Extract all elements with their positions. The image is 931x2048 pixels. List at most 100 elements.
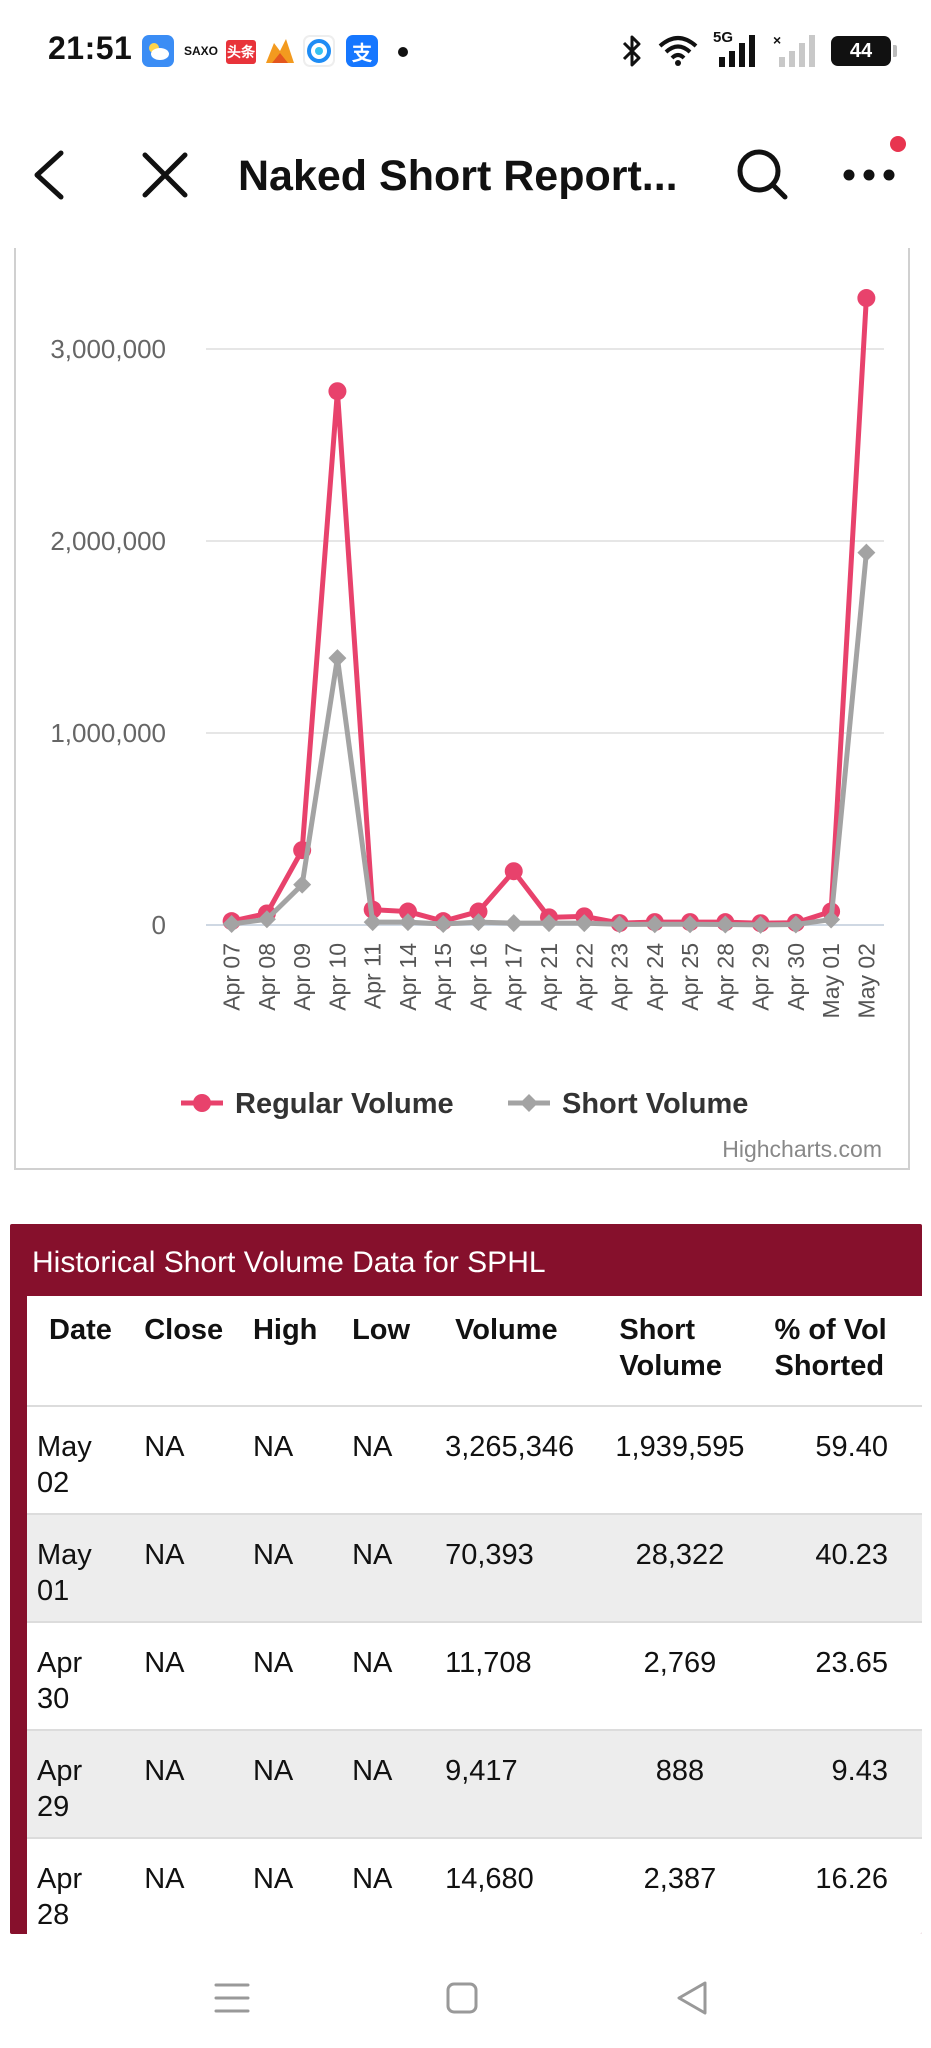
table-scroll-container[interactable]: Date Close High Low Volume Short Volume … xyxy=(27,1296,922,1934)
column-header-close[interactable]: Close xyxy=(144,1314,224,1346)
data-point xyxy=(328,649,347,668)
table-header-row: Date Close High Low Volume Short Volume … xyxy=(27,1296,922,1406)
y-tick-label: 0 xyxy=(152,910,166,940)
cell-low: NA xyxy=(342,1621,436,1730)
back-button[interactable] xyxy=(14,140,84,210)
column-header-date[interactable]: Date xyxy=(49,1314,112,1346)
battery-level: 44 xyxy=(849,39,873,62)
data-point xyxy=(434,915,453,934)
more-notifications-dot xyxy=(398,47,408,57)
cell-short-volume: 2,769 xyxy=(595,1621,765,1730)
data-point xyxy=(645,915,664,934)
column-header-high[interactable]: High xyxy=(252,1314,318,1346)
data-point xyxy=(469,913,488,932)
x-tick-label: Apr 08 xyxy=(254,943,280,1011)
cell-high: NA xyxy=(242,1621,343,1730)
home-button[interactable] xyxy=(430,1974,494,2022)
battery-icon: 44 xyxy=(831,36,897,66)
cell-low: NA xyxy=(342,1513,436,1622)
x-tick-label: Apr 17 xyxy=(501,943,527,1011)
x-tick-label: May 02 xyxy=(853,943,879,1018)
svg-text:×: × xyxy=(773,33,781,48)
notification-dot xyxy=(890,136,906,152)
data-point xyxy=(328,382,347,401)
status-time: 21:51 xyxy=(48,30,133,66)
cell-low: NA xyxy=(342,1729,436,1838)
cell-short-volume: 28,322 xyxy=(595,1513,765,1622)
cell-pct-shorted: 59.40 xyxy=(764,1405,922,1514)
table-row: May 01 NA NA NA 70,393 28,322 40.23 xyxy=(27,1513,922,1622)
data-point xyxy=(398,913,417,932)
x-tick-label: May 01 xyxy=(818,943,844,1018)
x-tick-label: Apr 14 xyxy=(395,943,421,1011)
column-header-volume[interactable]: Volume xyxy=(455,1314,558,1346)
cell-date: Apr 28 xyxy=(27,1837,135,1934)
data-point xyxy=(857,543,876,562)
data-point xyxy=(575,914,594,933)
data-point xyxy=(222,915,241,934)
toutiao-icon: 头条 xyxy=(226,40,256,64)
cell-date: May 02 xyxy=(27,1405,135,1514)
browser-icon xyxy=(303,35,335,67)
cell-close: NA xyxy=(134,1513,243,1622)
alipay-label: 支 xyxy=(352,42,372,65)
cell-date: Apr 29 xyxy=(27,1729,135,1838)
cell-pct-shorted: 40.23 xyxy=(764,1513,922,1622)
data-point xyxy=(716,915,735,934)
column-header-low[interactable]: Low xyxy=(352,1314,411,1346)
app-header: Naked Short Report... xyxy=(0,110,931,240)
data-point xyxy=(857,289,876,308)
system-back-button[interactable] xyxy=(660,1974,724,2022)
close-button[interactable] xyxy=(130,140,200,210)
recent-apps-button[interactable] xyxy=(200,1974,264,2022)
page-title: Naked Short Report... xyxy=(238,152,678,200)
data-point xyxy=(681,915,700,934)
data-point xyxy=(504,862,523,881)
more-options-button[interactable] xyxy=(834,140,904,210)
back-arrow-icon xyxy=(34,150,64,200)
legend-marker xyxy=(520,1094,538,1112)
back-triangle-icon xyxy=(677,1981,707,2015)
short-volume-table: Date Close High Low Volume Short Volume … xyxy=(27,1296,922,1934)
table-row: Apr 29 NA NA NA 9,417 888 9.43 xyxy=(27,1729,922,1838)
saxo-label: SAXO xyxy=(183,44,218,58)
table-title: Historical Short Volume Data for SPHL xyxy=(32,1246,546,1279)
cell-high: NA xyxy=(242,1837,343,1934)
cell-date: May 01 xyxy=(27,1513,135,1622)
y-tick-label: 3,000,000 xyxy=(50,334,166,364)
cell-short-volume: 1,939,595 xyxy=(595,1405,765,1514)
column-header-short-volume[interactable]: Short Volume xyxy=(619,1314,722,1382)
chart-credits[interactable]: Highcharts.com xyxy=(722,1136,882,1162)
cell-date: Apr 30 xyxy=(27,1621,135,1730)
cell-close: NA xyxy=(134,1405,243,1514)
cell-low: NA xyxy=(342,1837,436,1934)
y-tick-label: 1,000,000 xyxy=(50,718,166,748)
cell-close: NA xyxy=(134,1729,243,1838)
x-tick-label: Apr 11 xyxy=(360,943,386,1009)
search-icon xyxy=(737,149,788,200)
x-tick-label: Apr 09 xyxy=(289,943,315,1011)
x-tick-label: Apr 30 xyxy=(783,943,809,1011)
data-point xyxy=(293,875,312,894)
data-point xyxy=(786,915,805,934)
table-row: Apr 28 NA NA NA 14,680 2,387 16.26 xyxy=(27,1837,922,1934)
y-tick-label: 2,000,000 xyxy=(50,526,166,556)
system-icons: 5G × 44 xyxy=(621,29,897,72)
close-icon xyxy=(142,152,188,198)
data-point xyxy=(751,915,770,934)
status-bar: 21:51 SAXO 头条 支 5G × 44 xyxy=(0,0,931,100)
x-tick-label: Apr 21 xyxy=(536,943,562,1011)
chart-card: 0 1,000,000 2,000,000 3,000,000 Apr 07 Apr 08… xyxy=(14,248,910,1170)
column-header-pct-shorted[interactable]: % of Vol Shorted xyxy=(774,1314,887,1382)
data-point xyxy=(469,902,488,921)
cell-high: NA xyxy=(242,1729,343,1838)
volume-chart: 0 1,000,000 2,000,000 3,000,000 Apr 07 Apr 08… xyxy=(50,289,884,1120)
data-point xyxy=(257,910,276,929)
cell-high: NA xyxy=(242,1513,343,1622)
search-button[interactable] xyxy=(728,140,798,210)
signal-sim2-icon: × xyxy=(773,33,815,67)
data-point xyxy=(610,915,629,934)
data-point xyxy=(398,902,417,921)
cell-short-volume: 888 xyxy=(595,1729,765,1838)
fox-icon xyxy=(264,35,296,67)
